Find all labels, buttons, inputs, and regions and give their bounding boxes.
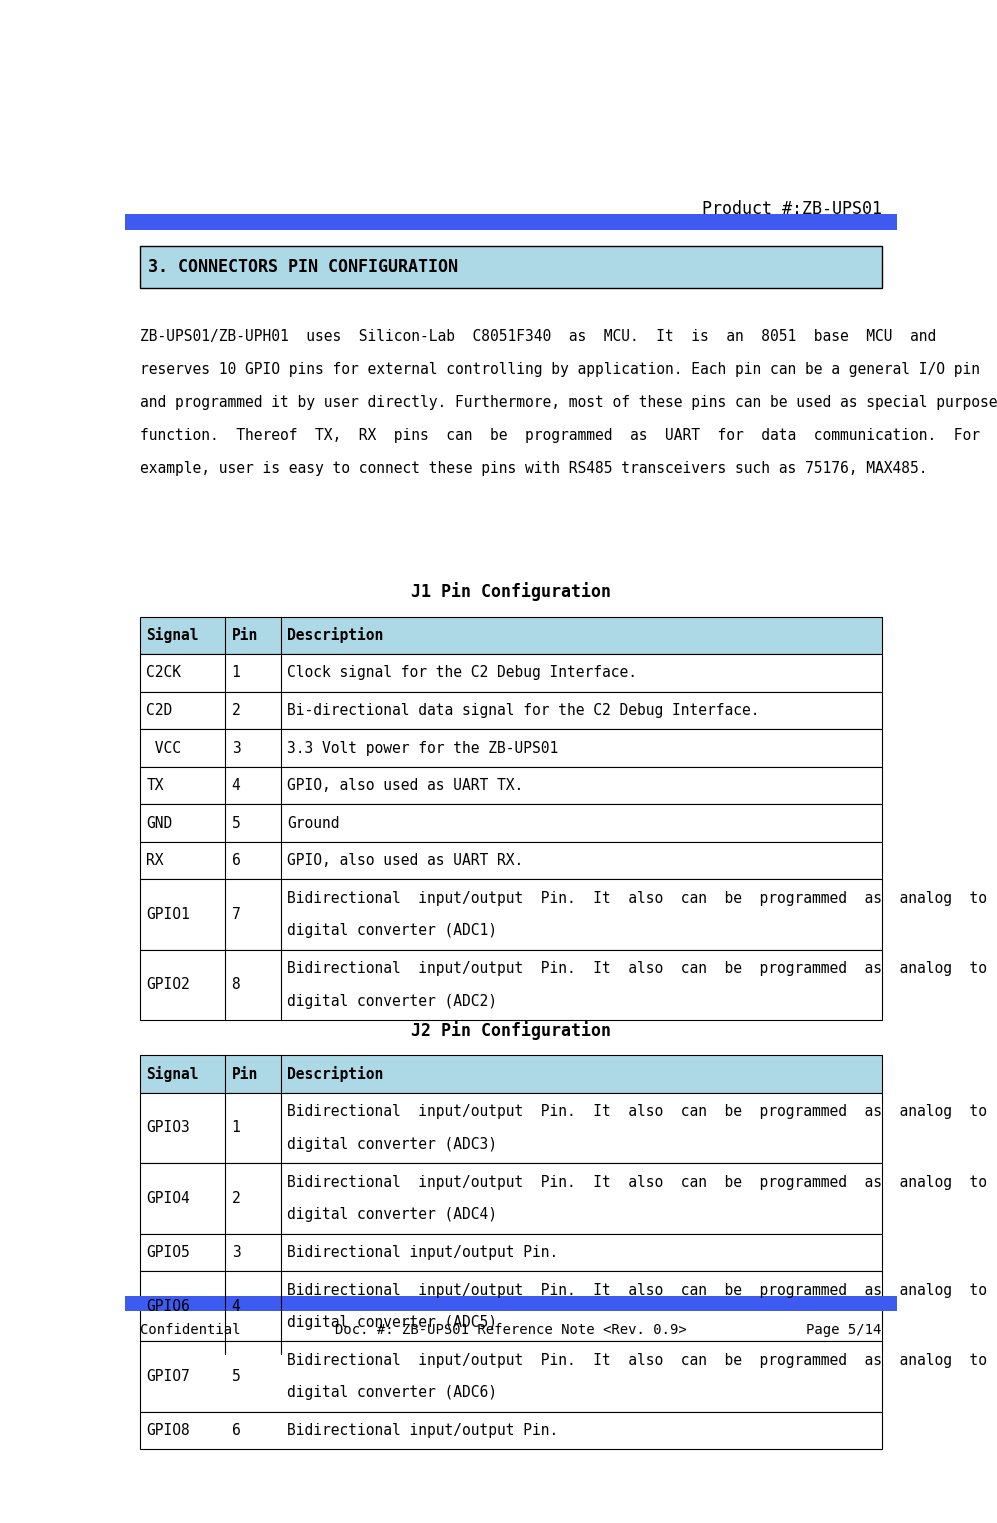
Text: reserves 10 GPIO pins for external controlling by application. Each pin can be a: reserves 10 GPIO pins for external contr…: [140, 362, 980, 378]
Text: Signal: Signal: [147, 1066, 198, 1081]
Text: GPIO6: GPIO6: [147, 1299, 190, 1314]
Text: 5: 5: [231, 815, 240, 830]
FancyBboxPatch shape: [140, 1055, 881, 1094]
FancyBboxPatch shape: [140, 879, 881, 950]
FancyBboxPatch shape: [140, 1412, 881, 1450]
Text: 5: 5: [231, 1369, 240, 1384]
Text: Pin: Pin: [231, 627, 258, 643]
Text: ZB-UPS01/ZB-UPH01  uses  Silicon-Lab  C8051F340  as  MCU.  It  is  an  8051  bas: ZB-UPS01/ZB-UPH01 uses Silicon-Lab C8051…: [140, 329, 936, 344]
FancyBboxPatch shape: [140, 842, 881, 879]
Text: Bidirectional  input/output  Pin.  It  also  can  be  programmed  as  analog  to: Bidirectional input/output Pin. It also …: [287, 1352, 987, 1368]
Text: 1: 1: [231, 666, 240, 681]
FancyBboxPatch shape: [140, 617, 881, 655]
Text: Description: Description: [287, 1066, 384, 1081]
Text: 6: 6: [231, 1422, 240, 1438]
FancyBboxPatch shape: [140, 950, 881, 1020]
Text: 3.3 Volt power for the ZB-UPS01: 3.3 Volt power for the ZB-UPS01: [287, 740, 558, 755]
Text: Bidirectional  input/output  Pin.  It  also  can  be  programmed  as  analog  to: Bidirectional input/output Pin. It also …: [287, 891, 987, 906]
Text: Signal: Signal: [147, 627, 198, 643]
Text: Confidential: Confidential: [140, 1322, 240, 1337]
Text: GND: GND: [147, 815, 172, 830]
Text: Product #:ZB-UPS01: Product #:ZB-UPS01: [702, 200, 881, 218]
FancyBboxPatch shape: [140, 1272, 881, 1342]
FancyBboxPatch shape: [140, 655, 881, 691]
Text: 8: 8: [231, 978, 240, 993]
Text: Bidirectional  input/output  Pin.  It  also  can  be  programmed  as  analog  to: Bidirectional input/output Pin. It also …: [287, 1282, 987, 1298]
Text: Bidirectional input/output Pin.: Bidirectional input/output Pin.: [287, 1422, 558, 1438]
Text: digital converter (ADC2): digital converter (ADC2): [287, 993, 498, 1008]
FancyBboxPatch shape: [125, 1296, 897, 1311]
FancyBboxPatch shape: [140, 766, 881, 804]
Text: J1 Pin Configuration: J1 Pin Configuration: [411, 582, 611, 602]
Text: digital converter (ADC5): digital converter (ADC5): [287, 1314, 498, 1330]
FancyBboxPatch shape: [140, 804, 881, 842]
Text: Bidirectional  input/output  Pin.  It  also  can  be  programmed  as  analog  to: Bidirectional input/output Pin. It also …: [287, 961, 987, 976]
Text: GPIO1: GPIO1: [147, 908, 190, 921]
Text: 3: 3: [231, 740, 240, 755]
Text: C2CK: C2CK: [147, 666, 181, 681]
Text: 1: 1: [231, 1121, 240, 1136]
FancyBboxPatch shape: [140, 1234, 881, 1272]
Text: Pin: Pin: [231, 1066, 258, 1081]
Text: GPIO4: GPIO4: [147, 1191, 190, 1206]
Text: digital converter (ADC3): digital converter (ADC3): [287, 1136, 498, 1151]
Text: GPIO8: GPIO8: [147, 1422, 190, 1438]
Text: digital converter (ADC1): digital converter (ADC1): [287, 923, 498, 938]
FancyBboxPatch shape: [125, 215, 897, 230]
Text: 4: 4: [231, 778, 240, 793]
FancyBboxPatch shape: [140, 1164, 881, 1234]
Text: digital converter (ADC6): digital converter (ADC6): [287, 1386, 498, 1400]
Text: GPIO7: GPIO7: [147, 1369, 190, 1384]
FancyBboxPatch shape: [140, 1342, 881, 1412]
Text: function.  Thereof  TX,  RX  pins  can  be  programmed  as  UART  for  data  com: function. Thereof TX, RX pins can be pro…: [140, 428, 980, 443]
Text: Clock signal for the C2 Debug Interface.: Clock signal for the C2 Debug Interface.: [287, 666, 637, 681]
Text: GPIO3: GPIO3: [147, 1121, 190, 1136]
Text: 6: 6: [231, 853, 240, 868]
Text: 3. CONNECTORS PIN CONFIGURATION: 3. CONNECTORS PIN CONFIGURATION: [148, 259, 458, 276]
Text: 3: 3: [231, 1244, 240, 1260]
Text: RX: RX: [147, 853, 164, 868]
Text: GPIO5: GPIO5: [147, 1244, 190, 1260]
Text: VCC: VCC: [147, 740, 181, 755]
Text: TX: TX: [147, 778, 164, 793]
Text: Bidirectional  input/output  Pin.  It  also  can  be  programmed  as  analog  to: Bidirectional input/output Pin. It also …: [287, 1174, 987, 1189]
FancyBboxPatch shape: [140, 730, 881, 766]
Text: GPIO2: GPIO2: [147, 978, 190, 993]
Text: Page 5/14: Page 5/14: [807, 1322, 881, 1337]
Text: 7: 7: [231, 908, 240, 921]
Text: Description: Description: [287, 627, 384, 643]
Text: 2: 2: [231, 704, 240, 717]
FancyBboxPatch shape: [140, 247, 881, 288]
Text: Doc. #: ZB-UPS01 Reference Note <Rev. 0.9>: Doc. #: ZB-UPS01 Reference Note <Rev. 0.…: [335, 1322, 687, 1337]
Text: digital converter (ADC4): digital converter (ADC4): [287, 1208, 498, 1221]
FancyBboxPatch shape: [140, 691, 881, 730]
Text: 2: 2: [231, 1191, 240, 1206]
FancyBboxPatch shape: [140, 1094, 881, 1164]
Text: example, user is easy to connect these pins with RS485 transceivers such as 7517: example, user is easy to connect these p…: [140, 460, 927, 475]
Text: C2D: C2D: [147, 704, 172, 717]
Text: J2 Pin Configuration: J2 Pin Configuration: [411, 1020, 611, 1040]
Text: and programmed it by user directly. Furthermore, most of these pins can be used : and programmed it by user directly. Furt…: [140, 394, 997, 410]
Text: GPIO, also used as UART RX.: GPIO, also used as UART RX.: [287, 853, 523, 868]
Text: GPIO, also used as UART TX.: GPIO, also used as UART TX.: [287, 778, 523, 793]
Text: Bidirectional input/output Pin.: Bidirectional input/output Pin.: [287, 1244, 558, 1260]
Text: Bi-directional data signal for the C2 Debug Interface.: Bi-directional data signal for the C2 De…: [287, 704, 760, 717]
Text: 4: 4: [231, 1299, 240, 1314]
Text: Ground: Ground: [287, 815, 340, 830]
Text: Bidirectional  input/output  Pin.  It  also  can  be  programmed  as  analog  to: Bidirectional input/output Pin. It also …: [287, 1104, 987, 1119]
